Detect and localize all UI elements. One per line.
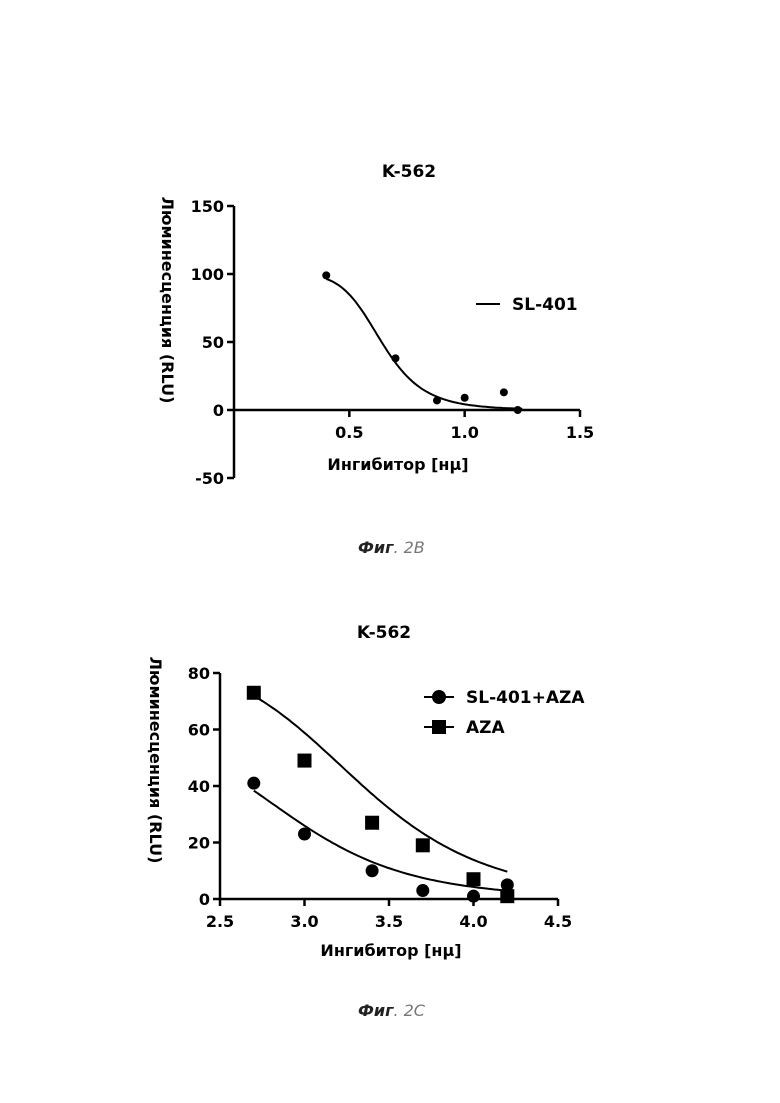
y-tick-label: -50 [195,469,224,488]
y-tick-label: 40 [188,777,210,796]
figure-2b-chart: K-562 Люминесценция (RLU) Ингибитор [нμ] 15… [140,150,610,500]
y-tick-label: 0 [213,401,224,420]
y-tick-label: 20 [188,834,210,853]
data-point-square [416,838,430,852]
x-tick-label: 3.0 [290,912,318,931]
data-point-circle [366,864,379,877]
legend-marker-circle [432,690,446,704]
legend-marker-square [432,720,446,734]
legend-label: AZA [466,718,505,738]
x-tick-label: 1.0 [450,423,478,442]
y-tick-label: 150 [191,197,224,216]
figure-2c-caption: Фиг. 2C [358,1001,425,1020]
y-axis-label: Люминесценция (RLU) [158,197,177,404]
data-point-circle [322,271,330,279]
x-tick-label: 0.5 [335,423,363,442]
y-axis-label: Люминесценция (RLU) [146,657,165,864]
x-tick-label: 1.5 [566,423,594,442]
figure-2c-chart: K-562 Люминесценция (RLU) Ингибитор [нμ] 80… [140,615,610,975]
x-tick-label: 2.5 [206,912,234,931]
data-point-circle [416,884,429,897]
data-point-square [467,872,481,886]
data-point-circle [461,394,469,402]
chart-title: K-562 [382,162,436,182]
y-tick-label: 50 [202,333,224,352]
data-point-circle [514,406,522,414]
y-tick-label: 100 [191,265,224,284]
x-tick-label: 4.5 [544,912,572,931]
y-tick-label: 60 [188,721,210,740]
x-axis-label: Ингибитор [нμ] [320,941,461,960]
data-point-square [365,816,379,830]
data-point-circle [433,396,441,404]
data-point-circle [391,354,399,362]
y-tick-label: 80 [188,664,210,683]
data-point-circle [500,388,508,396]
y-tick-label: 0 [199,890,210,909]
fit-curve-sl-401 [326,279,522,409]
legend-label: SL-401+AZA [466,688,585,708]
data-point-circle [247,777,260,790]
figure-2b-caption: Фиг. 2B [358,538,425,557]
data-point-square [298,754,312,768]
data-point-square [247,686,261,700]
data-point-circle [298,828,311,841]
caption-label: Фиг [358,538,393,557]
data-point-circle [467,890,480,903]
x-tick-label: 4.0 [459,912,487,931]
caption-label: Фиг [358,1001,393,1020]
caption-number: . 2C [393,1001,425,1020]
caption-number: . 2B [393,538,424,557]
legend-label: SL-401 [512,295,578,315]
chart-title: K-562 [357,623,411,643]
x-axis-label: Ингибитор [нμ] [327,455,468,474]
x-tick-label: 3.5 [375,912,403,931]
data-point-square [500,889,514,903]
